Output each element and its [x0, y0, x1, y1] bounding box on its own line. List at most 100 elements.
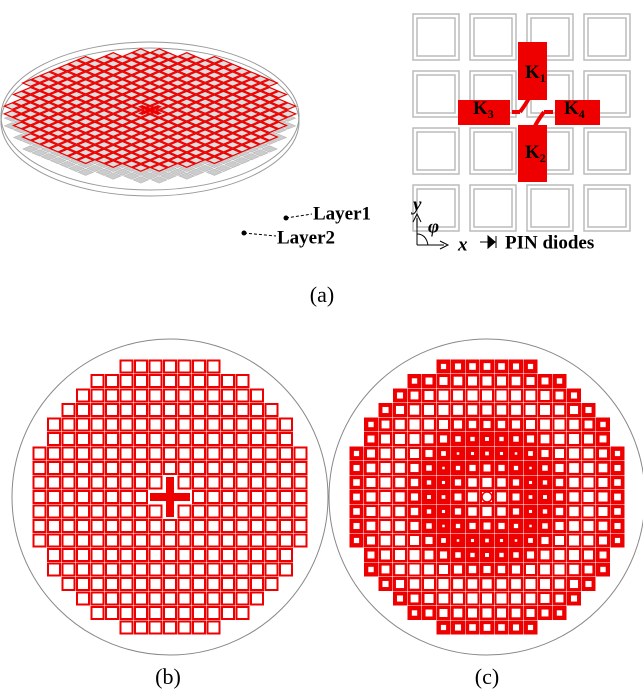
- cell: [34, 506, 46, 518]
- cell-hole: [556, 508, 563, 515]
- cell: [135, 361, 147, 373]
- cell-hole: [410, 434, 420, 444]
- cell: [251, 448, 263, 460]
- cell-hole: [353, 523, 359, 529]
- cell-hole: [442, 495, 446, 499]
- caption: (a): [310, 282, 334, 307]
- cell-hole: [541, 450, 548, 457]
- cell: [208, 520, 220, 532]
- panel-b-array: [34, 361, 307, 634]
- cell: [164, 462, 176, 474]
- cell-hole: [515, 452, 518, 455]
- cell: [121, 375, 133, 387]
- cell-hole: [395, 507, 404, 516]
- cell-hole: [512, 609, 521, 618]
- cell-hole: [381, 478, 391, 488]
- cell-hole: [468, 594, 478, 604]
- cell-hole: [584, 536, 594, 546]
- cell-hole: [368, 436, 375, 443]
- cell: [164, 593, 176, 605]
- cell: [106, 404, 118, 416]
- cell-hole: [555, 420, 565, 430]
- cell: [150, 404, 162, 416]
- cell: [164, 622, 176, 634]
- cell: [135, 419, 147, 431]
- cell: [237, 607, 249, 619]
- cell: [92, 506, 104, 518]
- cell: [77, 564, 89, 576]
- cell: [237, 462, 249, 474]
- cell-hole: [411, 508, 418, 515]
- cell-hole: [410, 522, 418, 530]
- cell-hole: [381, 449, 391, 459]
- cell-hole: [614, 465, 620, 471]
- cell: [77, 491, 89, 503]
- cell: [106, 549, 118, 561]
- cell: [193, 520, 205, 532]
- cell: [208, 477, 220, 489]
- cell: [150, 390, 162, 402]
- cell: [193, 448, 205, 460]
- cell-hole: [599, 507, 608, 516]
- cell-hole: [425, 435, 434, 444]
- cell: [222, 419, 234, 431]
- cell: [135, 564, 147, 576]
- cell: [179, 361, 191, 373]
- cell: [92, 564, 104, 576]
- cell-hole: [482, 376, 491, 385]
- layer-label: Layer2: [277, 227, 335, 248]
- cell: [135, 477, 147, 489]
- cell: [92, 549, 104, 561]
- cell-hole: [555, 449, 564, 458]
- cell: [193, 622, 205, 634]
- cell-hole: [498, 363, 505, 370]
- unit-square: [413, 71, 459, 117]
- cell-hole: [470, 553, 474, 557]
- cell: [208, 462, 220, 474]
- cell: [295, 520, 307, 532]
- cell-hole: [540, 405, 550, 415]
- cell-hole: [427, 509, 431, 513]
- cell-hole: [497, 594, 507, 604]
- cell: [266, 535, 278, 547]
- cell-hole: [455, 494, 462, 501]
- cell: [208, 491, 220, 503]
- cell: [77, 593, 89, 605]
- cell-hole: [500, 452, 503, 455]
- cell: [92, 419, 104, 431]
- cell-hole: [353, 508, 360, 515]
- cell-hole: [353, 465, 359, 471]
- cell-hole: [571, 595, 577, 601]
- cell: [237, 535, 249, 547]
- cell-hole: [439, 420, 448, 429]
- cell: [164, 564, 176, 576]
- cell-hole: [529, 510, 532, 513]
- cell: [77, 404, 89, 416]
- unit-square: [584, 14, 630, 60]
- cell: [106, 491, 118, 503]
- cell-hole: [584, 492, 594, 502]
- cell-hole: [367, 507, 376, 516]
- cell: [193, 433, 205, 445]
- cell-hole: [526, 391, 536, 401]
- cell-hole: [584, 435, 593, 444]
- cell-hole: [540, 420, 550, 430]
- cell-hole: [497, 609, 506, 618]
- cell-hole: [569, 420, 578, 429]
- cell: [77, 520, 89, 532]
- cell: [63, 477, 75, 489]
- cell-hole: [499, 553, 503, 557]
- caption: (c): [475, 664, 499, 689]
- cell: [266, 491, 278, 503]
- cell: [48, 564, 60, 576]
- cell-hole: [368, 422, 373, 427]
- cell-hole: [584, 478, 594, 488]
- cell: [237, 419, 249, 431]
- cell: [251, 491, 263, 503]
- unit-square: [584, 128, 630, 174]
- cell: [106, 520, 118, 532]
- cell: [222, 593, 234, 605]
- cell-hole: [570, 406, 578, 414]
- cell: [164, 433, 176, 445]
- cell: [280, 419, 292, 431]
